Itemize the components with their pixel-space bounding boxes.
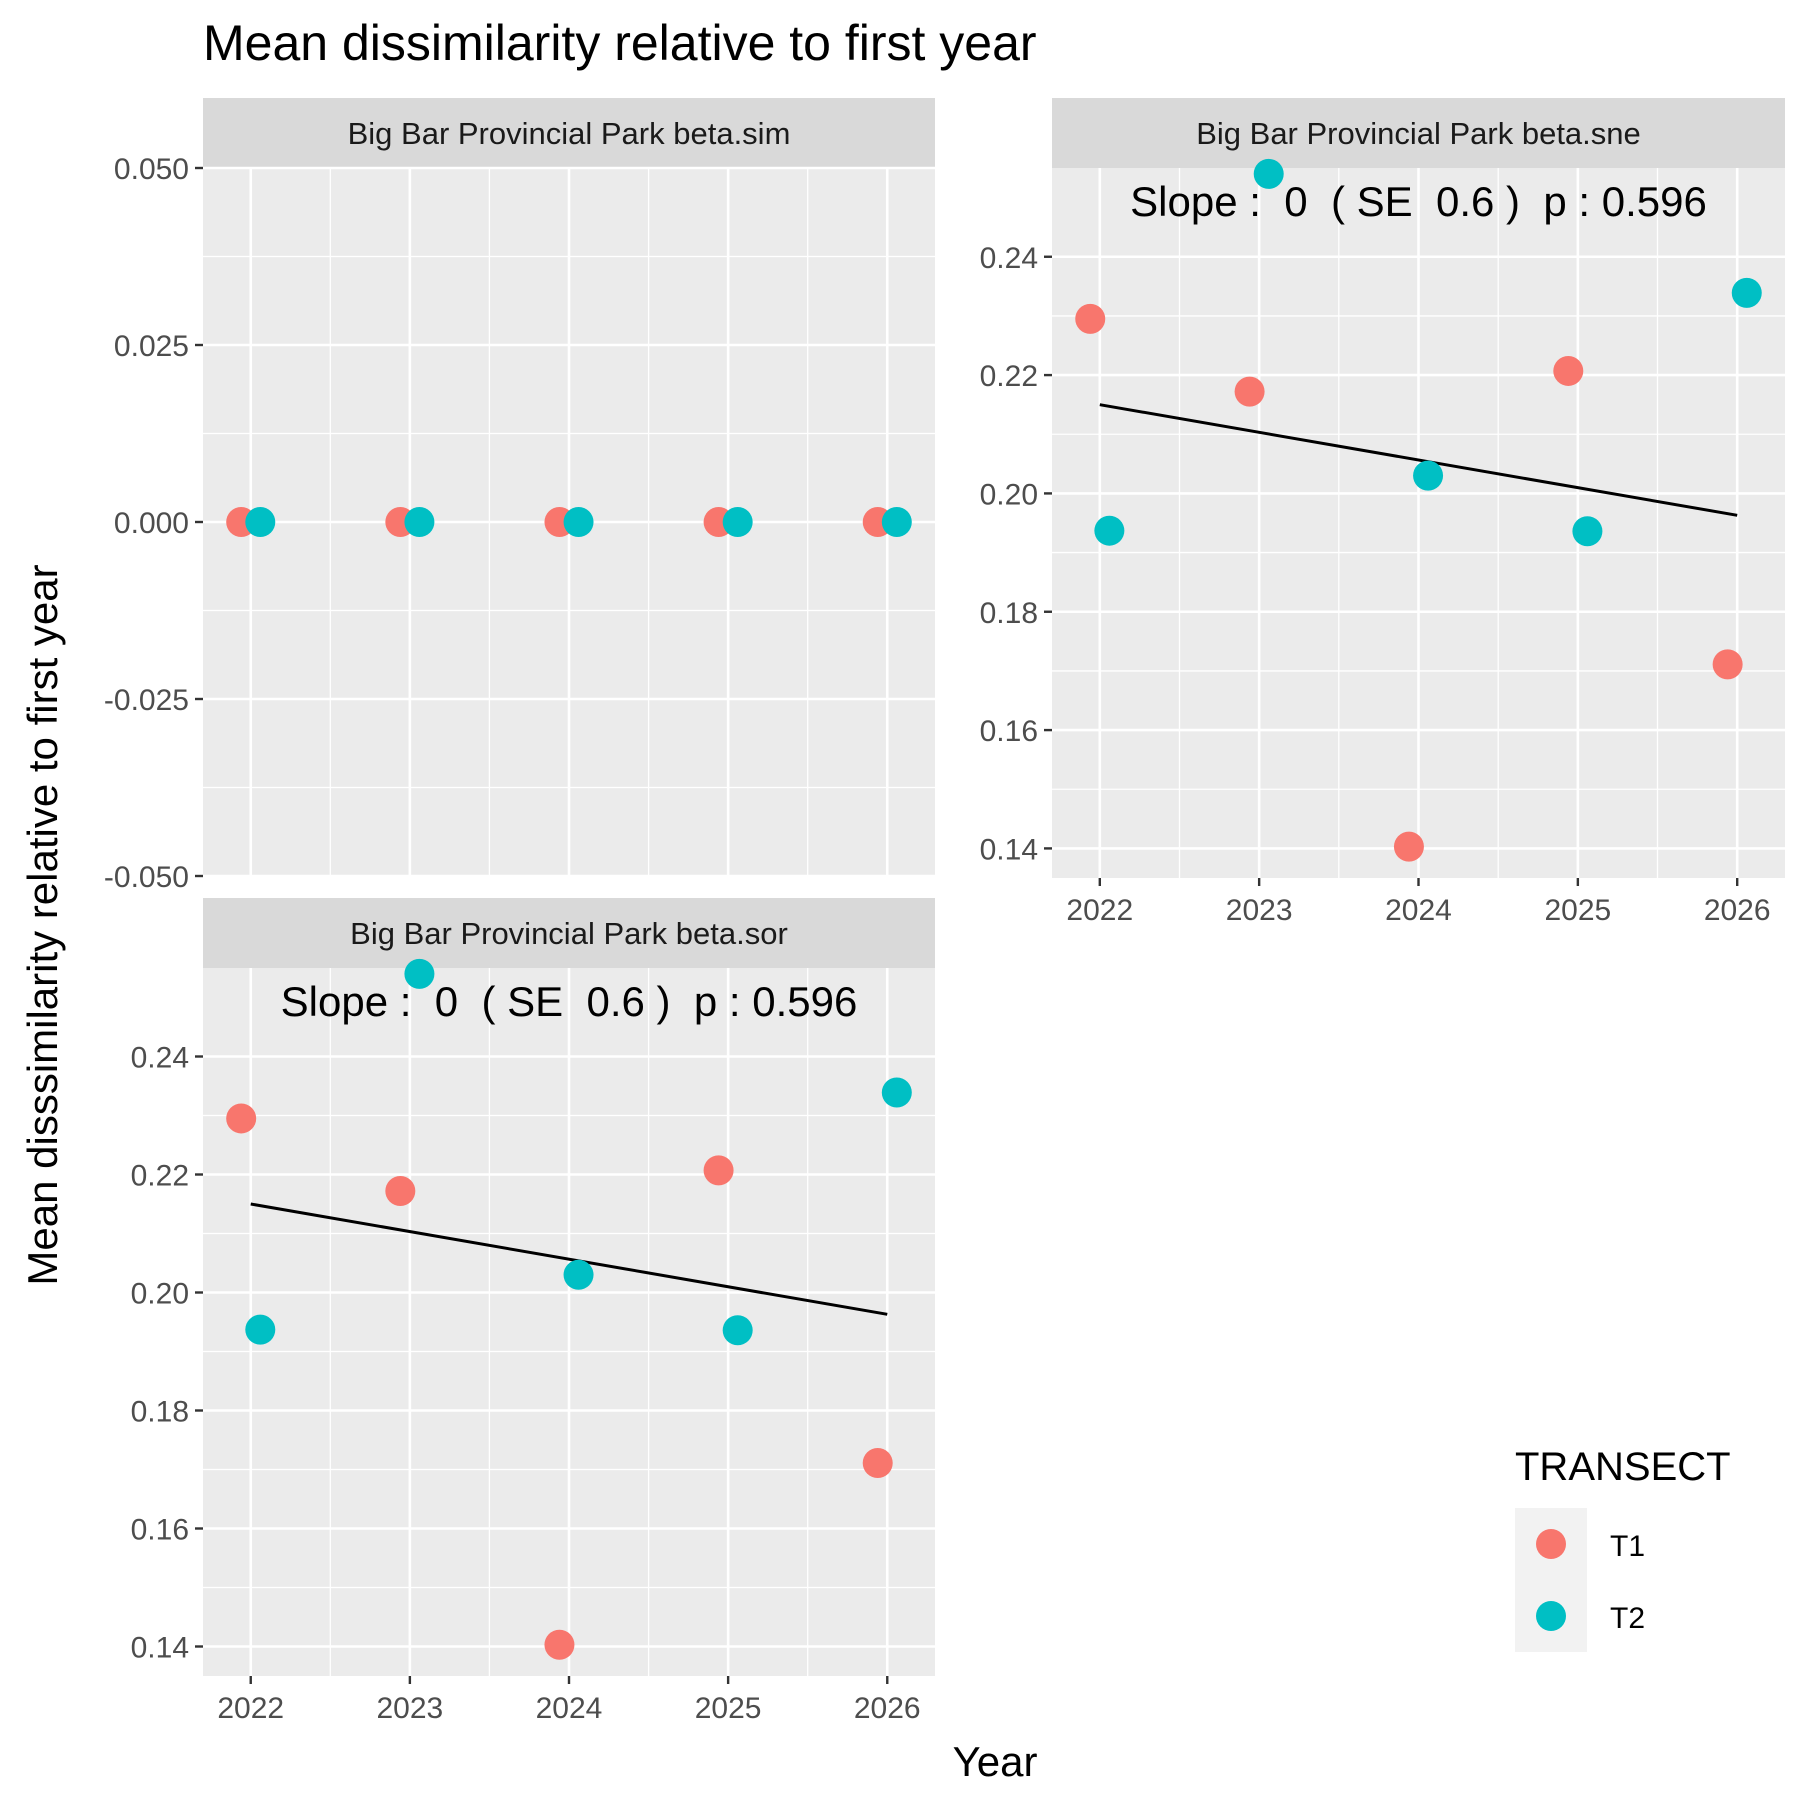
panel-beta-sne: Big Bar Provincial Park beta.sne 0.24 0.22…: [980, 98, 1785, 927]
x-tick-label: 2024: [1385, 894, 1452, 927]
x-tick-label: 2023: [376, 1692, 443, 1725]
x-tick-label: 2024: [536, 1692, 603, 1725]
x-axis-title: Year: [953, 1738, 1038, 1785]
point-t2: [245, 1314, 276, 1345]
y-tick-label: -0.050: [104, 861, 189, 894]
y-tick-label: 0.20: [980, 478, 1038, 511]
point-t2: [881, 507, 912, 537]
point-t2: [1572, 516, 1603, 547]
y-tick-label: -0.025: [104, 684, 189, 717]
point-t2: [722, 507, 753, 537]
point-t2: [404, 958, 435, 989]
facet-strip-label: Big Bar Provincial Park beta.sne: [1196, 116, 1641, 151]
point-t1: [1712, 649, 1743, 680]
trend-line: [250, 1202, 888, 1316]
legend-key-t1: [1536, 1529, 1566, 1559]
point-t1: [385, 1176, 416, 1207]
y-tick-label: 0.24: [980, 242, 1038, 275]
point-t2: [881, 1077, 912, 1108]
x-tick-label: 2026: [854, 1692, 921, 1725]
point-t2: [722, 1315, 753, 1346]
legend-key-t2: [1536, 1601, 1566, 1631]
point-t2: [1094, 515, 1125, 546]
panel-beta-sor: Big Bar Provincial Park beta.sor 0.24 0.22…: [131, 898, 935, 1725]
point-t2: [1731, 277, 1762, 308]
y-tick-label: 0.050: [114, 153, 189, 186]
y-axis-title: Mean disssimilarity relative to first ye…: [19, 564, 66, 1285]
point-t2: [404, 507, 435, 537]
point-t1: [1075, 303, 1106, 334]
point-t2: [1253, 158, 1284, 189]
point-t2: [1413, 460, 1444, 491]
y-tick-label: 0.20: [131, 1278, 189, 1311]
y-tick-label: 0.22: [980, 360, 1038, 393]
regression-annotation: Slope : 0 ( SE 0.6 ) p : 0.596: [281, 978, 858, 1025]
y-tick-label: 0.22: [131, 1160, 189, 1193]
facet-strip-label: Big Bar Provincial Park beta.sim: [348, 116, 791, 151]
x-tick-label: 2022: [217, 1692, 284, 1725]
panel-beta-sim: Big Bar Provincial Park beta.sim 0.050 0.0…: [104, 98, 935, 894]
legend-label-t2: T2: [1610, 1602, 1645, 1635]
point-t2: [245, 507, 276, 537]
facet-strip: [203, 898, 935, 968]
facet-strip: [1052, 98, 1785, 168]
y-tick-label: 0.025: [114, 330, 189, 363]
point-t1: [544, 1629, 575, 1660]
point-t1: [226, 1103, 257, 1134]
trend-line: [1099, 403, 1738, 517]
legend: TRANSECT T1 T2: [1515, 1445, 1731, 1652]
y-tick-label: 0.000: [114, 507, 189, 540]
x-tick-label: 2022: [1066, 894, 1133, 927]
regression-annotation: Slope : 0 ( SE 0.6 ) p : 0.596: [1130, 178, 1707, 225]
y-tick-label: 0.24: [131, 1042, 189, 1075]
x-tick-label: 2025: [695, 1692, 762, 1725]
point-t2: [563, 507, 594, 537]
x-tick-label: 2026: [1704, 894, 1771, 927]
facet-strip-label: Big Bar Provincial Park beta.sor: [350, 916, 788, 951]
x-tick-label: 2025: [1544, 894, 1611, 927]
x-tick-label: 2023: [1226, 894, 1293, 927]
point-t2: [563, 1259, 594, 1290]
chart-title: Mean dissimilarity relative to first yea…: [203, 15, 1037, 71]
y-tick-label: 0.16: [980, 715, 1038, 748]
y-tick-label: 0.14: [980, 833, 1038, 866]
point-t1: [1234, 376, 1265, 407]
y-tick-label: 0.14: [131, 1632, 189, 1665]
y-tick-label: 0.18: [980, 597, 1038, 630]
legend-title: TRANSECT: [1515, 1445, 1731, 1489]
point-t1: [703, 1155, 734, 1186]
legend-label-t1: T1: [1610, 1530, 1645, 1563]
point-t1: [1553, 355, 1584, 386]
y-tick-label: 0.16: [131, 1514, 189, 1547]
y-tick-label: 0.18: [131, 1396, 189, 1429]
point-t1: [1393, 831, 1424, 862]
facet-strip: [203, 98, 935, 168]
point-t1: [862, 1448, 893, 1479]
